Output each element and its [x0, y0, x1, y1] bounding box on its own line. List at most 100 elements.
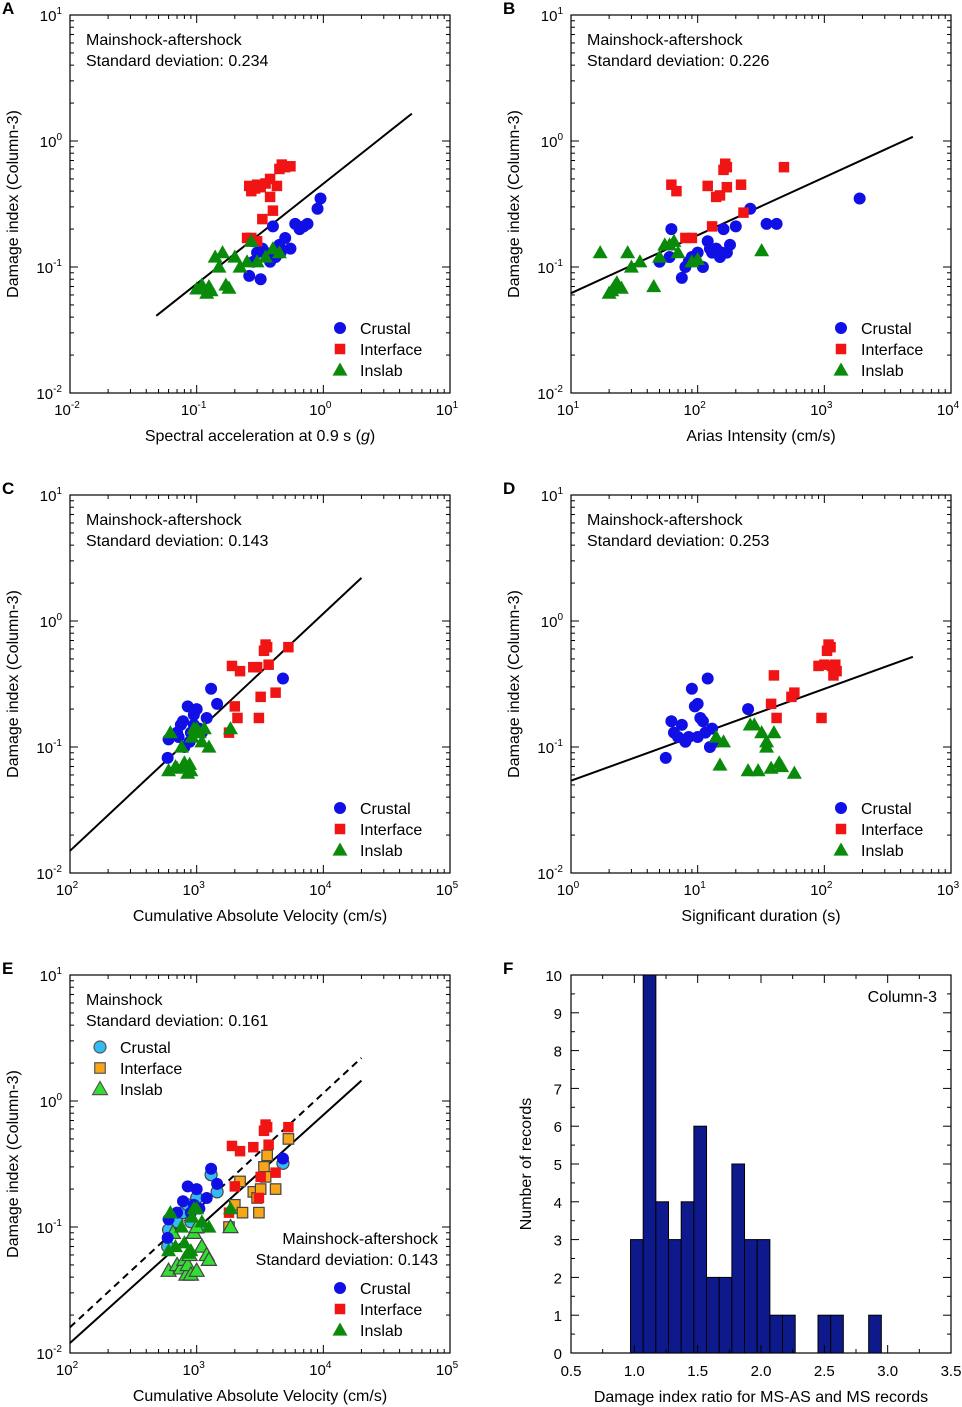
legend-inslab-label: Inslab [861, 843, 904, 860]
legend-crustal-marker [835, 322, 847, 334]
y-tick-label: 10-2 [537, 384, 563, 403]
x-tick-label: 103 [183, 1360, 206, 1379]
legend-interface-marker [334, 823, 346, 835]
y-tick-label: 10-1 [537, 738, 563, 757]
y-tick-label: 101 [541, 486, 564, 505]
x-tick-label: 102 [684, 400, 707, 419]
legend-inslab-label: Inslab [360, 363, 403, 380]
point-inslab [183, 763, 199, 777]
point-inslab [167, 1239, 183, 1253]
point-inslab [227, 249, 243, 263]
histogram-bar [769, 1314, 784, 1354]
legend-interface-label: Interface [861, 822, 923, 839]
legend-crustal-label: Crustal [861, 321, 912, 338]
panel-letter: D [503, 479, 515, 498]
point-inslab [670, 245, 686, 259]
x-tick-label: 102 [810, 880, 833, 899]
point-interface [819, 659, 830, 670]
x-tick-label: 102 [56, 880, 79, 899]
point-crustal [254, 273, 267, 286]
point-interface [263, 1139, 274, 1150]
point-crustal [174, 718, 187, 731]
mainshock-fit-line [69, 1079, 363, 1344]
x-tick-label: 103 [810, 400, 833, 419]
annotation-text: Standard deviation: 0.253 [587, 533, 769, 550]
x-tick-label: 104 [309, 1360, 332, 1379]
x-tick-label: 101 [557, 400, 580, 419]
point-crustal [682, 731, 695, 744]
x-tick-label: 10-2 [54, 400, 80, 419]
x-axis-label: Spectral acceleration at 0.9 s (g) [145, 428, 375, 445]
ms-point-interface [236, 1206, 249, 1219]
point-crustal [694, 711, 707, 724]
panel-b: B 101 102 103 104 10-2 10-1 100 101 Mainshock-aft… [503, 0, 960, 445]
panel-a: A 10-2 10-1 100 101 10-2 10-1 100 101 Mainshock-a… [2, 0, 459, 445]
point-inslab [183, 1243, 199, 1257]
point-inslab [759, 739, 775, 753]
x-tick-label: 101 [436, 400, 459, 419]
legend-crustal-label: Crustal [360, 1281, 411, 1298]
histogram-bar [693, 1125, 708, 1354]
legend-inslab-label: Inslab [120, 1082, 163, 1099]
point-inslab [620, 245, 636, 259]
point-crustal [665, 223, 678, 236]
point-interface [825, 641, 836, 653]
y-axis-label: Damage index (Column-3) [5, 590, 22, 778]
point-interface [251, 661, 263, 673]
point-inslab [646, 279, 662, 293]
point-interface [813, 660, 824, 672]
ms-point-interface [269, 1183, 282, 1195]
point-inslab [662, 237, 678, 251]
annotation-text-2: Mainshock-aftershock [282, 1231, 439, 1248]
point-inslab [194, 734, 210, 748]
point-inslab [162, 1205, 178, 1219]
x-tick-label: 100 [557, 880, 580, 899]
panel-letter: C [2, 479, 14, 498]
fit-line [570, 655, 914, 782]
point-interface [264, 173, 276, 185]
point-interface [706, 221, 718, 232]
legend-interface-marker [835, 823, 847, 835]
x-axis-label: Cumulative Absolute Velocity (cm/s) [133, 908, 387, 925]
point-interface [680, 232, 691, 244]
histogram-bar [655, 1201, 670, 1354]
legend-inslab-marker [332, 362, 348, 376]
point-inslab [194, 1214, 210, 1228]
point-interface [226, 1140, 238, 1152]
histogram-bar [680, 1201, 695, 1354]
ms-point-inslab [188, 1261, 206, 1277]
point-crustal [276, 672, 289, 685]
point-inslab [750, 763, 766, 777]
point-inslab [766, 725, 782, 739]
y-tick-label: 100 [40, 612, 63, 631]
point-crustal [724, 238, 737, 251]
point-inslab [176, 1235, 192, 1249]
point-crustal [675, 718, 688, 731]
point-interface [232, 712, 243, 724]
point-crustal [311, 202, 324, 215]
point-inslab [189, 1201, 205, 1215]
point-interface [714, 190, 726, 201]
ms-point-interface [253, 1206, 265, 1219]
ms-point-interface [258, 1161, 270, 1173]
point-inslab [258, 249, 274, 263]
point-crustal [717, 223, 730, 236]
point-interface [765, 698, 777, 710]
legend-interface-marker [334, 343, 346, 355]
legend-crustal-label: Crustal [861, 801, 912, 818]
annotation-text: Standard deviation: 0.226 [587, 53, 769, 70]
point-interface [830, 659, 841, 670]
point-interface [229, 1181, 241, 1192]
fit-line [155, 112, 413, 317]
legend-crustal-label: Crustal [360, 801, 411, 818]
point-crustal [742, 703, 755, 716]
point-crustal [205, 1162, 218, 1175]
y-tick-label: 7 [554, 1081, 562, 1098]
x-tick-label: 103 [183, 880, 206, 899]
ms-point-interface [261, 1149, 273, 1162]
annotation-text: Standard deviation: 0.161 [86, 1013, 268, 1030]
point-interface [283, 1121, 294, 1133]
x-tick-label: 1.0 [624, 1363, 645, 1380]
point-crustal [211, 1177, 224, 1190]
point-crustal [729, 220, 742, 233]
